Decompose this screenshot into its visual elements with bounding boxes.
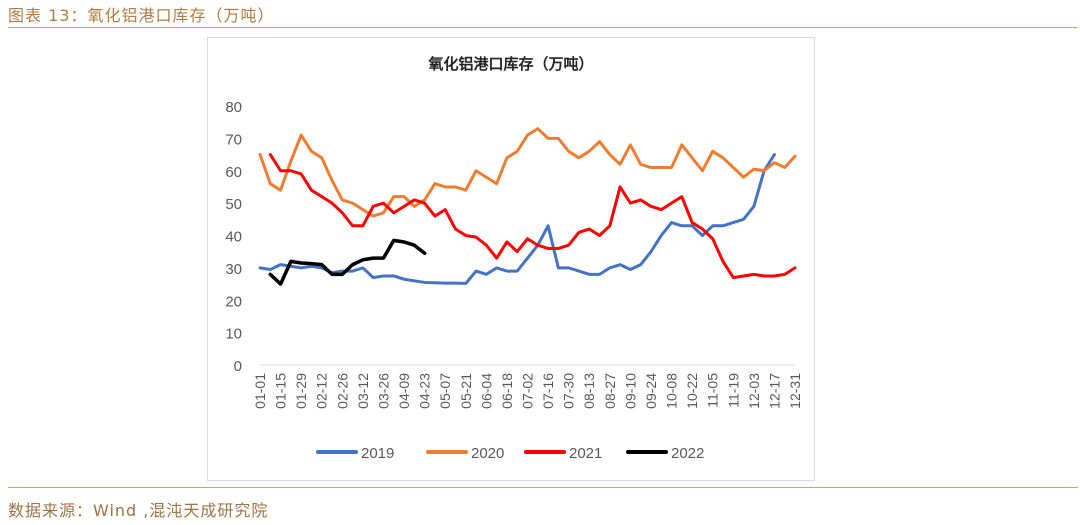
legend-label-2019: 2019 (361, 445, 394, 462)
y-tick-label: 30 (225, 261, 242, 278)
figure-caption: 图表 13：氧化铝港口库存（万吨） (8, 6, 275, 25)
legend: 2019 2020 2021 2022 (316, 445, 704, 462)
y-tick-label: 20 (225, 293, 242, 310)
x-tick-label: 05-07 (437, 373, 453, 409)
x-tick-label: 07-16 (540, 373, 556, 409)
x-tick-label: 10-22 (684, 373, 700, 409)
x-tick-label: 05-21 (458, 373, 474, 409)
source-note: 数据来源：Wind ,混沌天成研究院 (8, 501, 269, 520)
x-tick-label: 09-24 (643, 373, 659, 409)
x-tick-label: 03-26 (375, 373, 391, 409)
x-tick-label: 10-08 (664, 373, 680, 409)
line-chart: 氧化铝港口库存（万吨） 0 10 20 30 40 50 60 70 80 01-01 01-15… (225, 55, 803, 462)
series-line-2020 (258, 127, 797, 218)
y-tick-label: 80 (225, 99, 242, 116)
x-tick-label: 08-13 (581, 373, 597, 409)
series-line-2021 (268, 153, 797, 280)
x-tick-label: 01-15 (273, 373, 289, 409)
x-tick-label: 02-26 (334, 373, 350, 409)
x-tick-label: 11-05 (705, 373, 721, 408)
x-axis: 01-01 01-15 01-29 02-12 02-26 03-12 03-26 04-09… (252, 373, 803, 409)
x-tick-label: 12-03 (746, 373, 762, 409)
series-line-2022 (268, 238, 427, 286)
legend-label-2020: 2020 (471, 445, 504, 462)
series-line-2019 (258, 153, 776, 285)
y-tick-label: 40 (225, 229, 242, 246)
x-tick-label: 07-02 (520, 373, 536, 409)
x-tick-label: 04-09 (396, 373, 412, 409)
x-tick-label: 04-23 (417, 373, 433, 409)
y-tick-label: 0 (234, 358, 242, 375)
x-tick-label: 08-27 (602, 373, 618, 409)
y-axis: 0 10 20 30 40 50 60 70 80 (225, 99, 242, 375)
x-tick-label: 02-12 (314, 373, 330, 409)
x-tick-label: 09-10 (622, 373, 638, 409)
y-tick-label: 10 (225, 326, 242, 343)
legend-label-2022: 2022 (671, 445, 704, 462)
legend-label-2021: 2021 (569, 445, 602, 462)
x-tick-label: 06-18 (499, 373, 515, 409)
x-tick-label: 06-04 (478, 373, 494, 409)
x-tick-label: 03-12 (355, 373, 371, 409)
chart-frame: 氧化铝港口库存（万吨） 0 10 20 30 40 50 60 70 80 01-01 01-15… (207, 37, 815, 481)
series-layer (258, 127, 797, 286)
x-tick-label: 12-17 (766, 373, 782, 409)
x-tick-label: 12-31 (787, 373, 803, 409)
y-tick-label: 60 (225, 164, 242, 181)
x-tick-label: 01-29 (293, 373, 309, 409)
x-tick-label: 11-19 (725, 373, 741, 408)
x-tick-label: 07-30 (561, 373, 577, 409)
x-tick-label: 01-01 (252, 373, 268, 409)
y-tick-label: 50 (225, 196, 242, 213)
bottom-divider (8, 487, 1078, 488)
y-tick-label: 70 (225, 131, 242, 148)
top-divider (8, 27, 1078, 28)
chart-title: 氧化铝港口库存（万吨） (427, 55, 593, 73)
